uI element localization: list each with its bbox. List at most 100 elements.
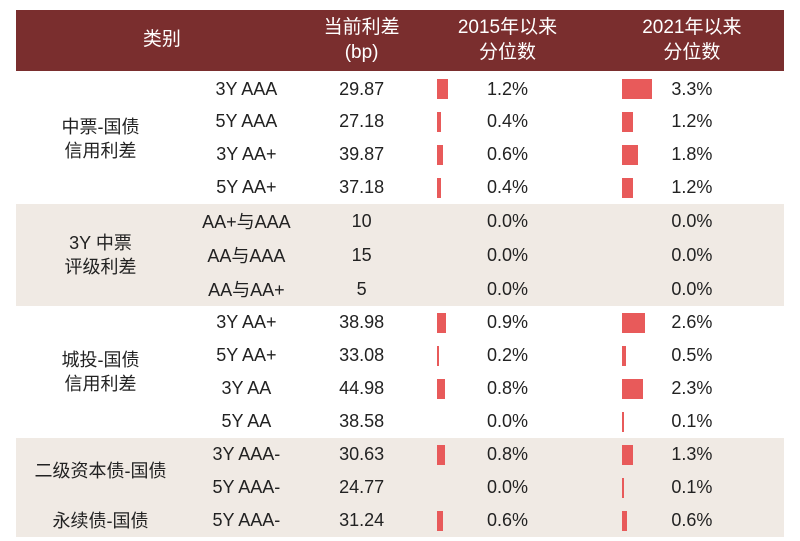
- subcategory-cell: 3Y AA: [185, 372, 308, 405]
- subcategory-cell: 5Y AAA-: [185, 504, 308, 537]
- percentile-label: 0.0%: [487, 279, 528, 300]
- percentile-bar: [437, 145, 442, 165]
- percentile-bar: [622, 112, 633, 132]
- percentile-bar: [622, 178, 633, 198]
- pct2021-cell: 0.5%: [600, 339, 784, 372]
- percentile-bar: [437, 379, 444, 399]
- pct2015-cell: 0.0%: [415, 238, 599, 272]
- percentile-bar: [437, 445, 444, 465]
- pct2015-cell: 0.0%: [415, 204, 599, 238]
- percentile-bar: [622, 346, 627, 366]
- percentile-label: 0.5%: [671, 345, 712, 366]
- header-spread: 当前利差(bp): [308, 10, 416, 72]
- percentile-label: 1.2%: [671, 111, 712, 132]
- percentile-label: 2.6%: [671, 312, 712, 333]
- percentile-bar: [622, 313, 646, 333]
- group-label: 城投-国债信用利差: [16, 306, 185, 438]
- spread-cell: 15: [308, 238, 416, 272]
- pct2021-cell: 0.0%: [600, 204, 784, 238]
- table-row: 中票-国债信用利差3Y AAA29.871.2%3.3%: [16, 72, 784, 105]
- percentile-label: 0.6%: [487, 144, 528, 165]
- percentile-bar: [622, 511, 627, 531]
- percentile-bar: [437, 346, 439, 366]
- group-label: 中票-国债信用利差: [16, 72, 185, 204]
- spread-cell: 29.87: [308, 72, 416, 105]
- percentile-label: 0.6%: [487, 510, 528, 531]
- spread-cell: 5: [308, 272, 416, 306]
- pct2021-cell: 0.1%: [600, 471, 784, 504]
- spread-cell: 39.87: [308, 138, 416, 171]
- percentile-bar: [622, 145, 638, 165]
- percentile-label: 0.1%: [671, 411, 712, 432]
- percentile-bar: [622, 412, 624, 432]
- table-row: 二级资本债-国债3Y AAA-30.630.8%1.3%: [16, 438, 784, 471]
- subcategory-cell: AA与AAA: [185, 238, 308, 272]
- header-pct2015: 2015年以来分位数: [415, 10, 599, 72]
- subcategory-cell: AA与AA+: [185, 272, 308, 306]
- group-label: 永续债-国债: [16, 504, 185, 537]
- subcategory-cell: 5Y AA+: [185, 171, 308, 204]
- percentile-label: 0.1%: [671, 477, 712, 498]
- pct2015-cell: 0.8%: [415, 372, 599, 405]
- pct2015-cell: 0.6%: [415, 504, 599, 537]
- pct2015-cell: 0.6%: [415, 138, 599, 171]
- percentile-label: 0.0%: [671, 245, 712, 266]
- subcategory-cell: AA+与AAA: [185, 204, 308, 238]
- percentile-label: 0.0%: [671, 211, 712, 232]
- percentile-label: 0.0%: [487, 211, 528, 232]
- pct2021-cell: 1.3%: [600, 438, 784, 471]
- pct2021-cell: 2.6%: [600, 306, 784, 339]
- percentile-label: 1.3%: [671, 444, 712, 465]
- spread-cell: 33.08: [308, 339, 416, 372]
- spread-cell: 30.63: [308, 438, 416, 471]
- percentile-label: 0.8%: [487, 444, 528, 465]
- percentile-bar: [622, 445, 634, 465]
- spread-cell: 44.98: [308, 372, 416, 405]
- percentile-label: 1.2%: [671, 177, 712, 198]
- percentile-label: 0.6%: [671, 510, 712, 531]
- percentile-label: 0.9%: [487, 312, 528, 333]
- percentile-label: 0.4%: [487, 111, 528, 132]
- percentile-label: 1.2%: [487, 79, 528, 100]
- percentile-label: 0.2%: [487, 345, 528, 366]
- pct2021-cell: 2.3%: [600, 372, 784, 405]
- percentile-bar: [622, 379, 643, 399]
- percentile-label: 0.0%: [487, 411, 528, 432]
- group-label: 3Y 中票评级利差: [16, 204, 185, 306]
- pct2021-cell: 0.0%: [600, 272, 784, 306]
- pct2021-cell: 3.3%: [600, 72, 784, 105]
- subcategory-cell: 3Y AA+: [185, 138, 308, 171]
- percentile-label: 0.0%: [487, 477, 528, 498]
- spread-cell: 38.98: [308, 306, 416, 339]
- subcategory-cell: 3Y AAA: [185, 72, 308, 105]
- percentile-bar: [622, 79, 652, 99]
- subcategory-cell: 3Y AA+: [185, 306, 308, 339]
- percentile-bar: [437, 178, 441, 198]
- pct2021-cell: 0.6%: [600, 504, 784, 537]
- pct2021-cell: 0.1%: [600, 405, 784, 438]
- percentile-label: 3.3%: [671, 79, 712, 100]
- percentile-bar: [437, 79, 448, 99]
- pct2015-cell: 0.0%: [415, 272, 599, 306]
- pct2021-cell: 1.8%: [600, 138, 784, 171]
- pct2015-cell: 0.8%: [415, 438, 599, 471]
- pct2015-cell: 0.0%: [415, 471, 599, 504]
- subcategory-cell: 3Y AAA-: [185, 438, 308, 471]
- header-pct2021: 2021年以来分位数: [600, 10, 784, 72]
- percentile-label: 2.3%: [671, 378, 712, 399]
- percentile-label: 0.0%: [671, 279, 712, 300]
- pct2021-cell: 1.2%: [600, 171, 784, 204]
- percentile-bar: [437, 511, 442, 531]
- percentile-label: 1.8%: [671, 144, 712, 165]
- pct2015-cell: 0.2%: [415, 339, 599, 372]
- subcategory-cell: 5Y AA+: [185, 339, 308, 372]
- pct2015-cell: 0.0%: [415, 405, 599, 438]
- table-row: 城投-国债信用利差3Y AA+38.980.9%2.6%: [16, 306, 784, 339]
- percentile-label: 0.8%: [487, 378, 528, 399]
- subcategory-cell: 5Y AAA-: [185, 471, 308, 504]
- pct2021-cell: 0.0%: [600, 238, 784, 272]
- spread-cell: 38.58: [308, 405, 416, 438]
- spread-cell: 31.24: [308, 504, 416, 537]
- pct2015-cell: 0.9%: [415, 306, 599, 339]
- spread-cell: 27.18: [308, 105, 416, 138]
